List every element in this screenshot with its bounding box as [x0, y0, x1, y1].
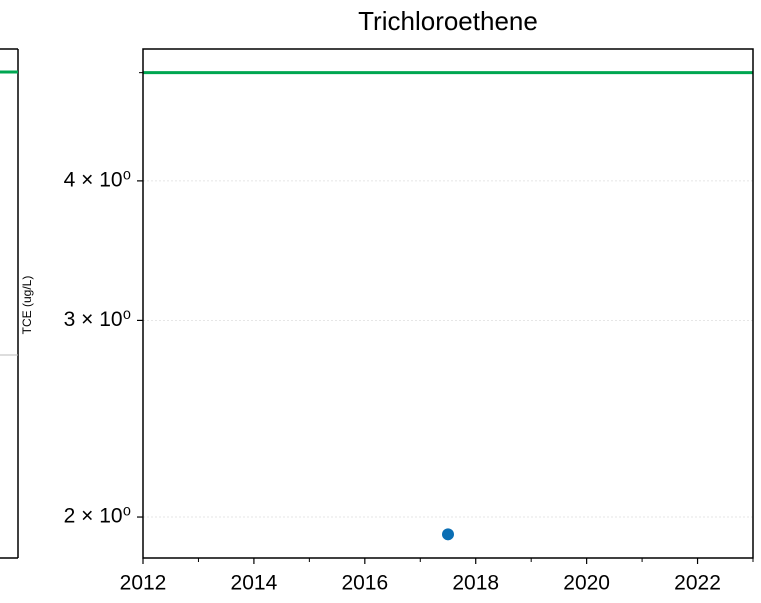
- y-tick-label: 4 × 10⁰: [64, 168, 131, 191]
- x-tick-label: 2022: [674, 572, 721, 595]
- y-tick-label: 3 × 10⁰: [64, 308, 131, 331]
- x-tick-label: 2018: [452, 572, 499, 595]
- x-tick-label: 2012: [120, 572, 167, 595]
- data-point: [442, 528, 454, 541]
- y-tick-label: 2 × 10⁰: [64, 505, 131, 528]
- x-tick-label: 2014: [231, 572, 278, 595]
- neighbor-panel: [0, 48, 19, 559]
- chart-title: Trichloroethene: [358, 6, 538, 36]
- plot-frame: [142, 48, 754, 559]
- y-axis-label: TCE (ug/L): [20, 276, 34, 335]
- x-tick-label: 2016: [341, 572, 388, 595]
- x-tick-label: 2020: [563, 572, 610, 595]
